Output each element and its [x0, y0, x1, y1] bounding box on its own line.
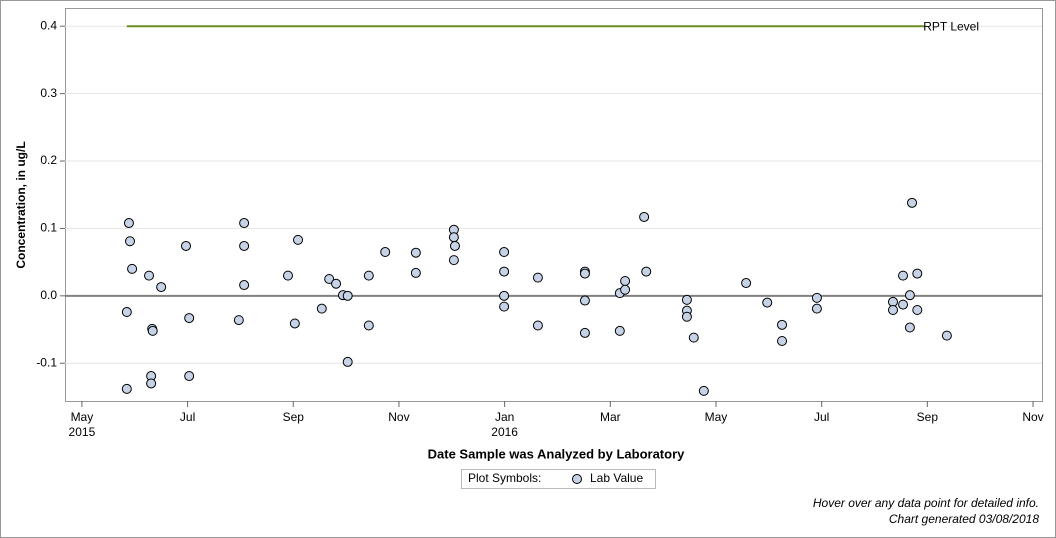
data-point — [147, 325, 158, 336]
legend-label: Lab Value — [590, 471, 643, 485]
data-point — [811, 303, 822, 314]
data-point — [904, 322, 915, 333]
data-point — [614, 325, 625, 336]
data-point — [146, 378, 157, 389]
x-tick-label: Nov — [388, 410, 409, 424]
y-tick-label: 0.3 — [40, 86, 57, 100]
data-point — [811, 292, 822, 303]
data-point — [121, 383, 132, 394]
data-point — [639, 211, 650, 222]
x-tick-label: Nov — [1022, 410, 1043, 424]
data-point — [363, 320, 374, 331]
data-point — [363, 270, 374, 281]
x-axis-label: Date Sample was Analyzed by Laboratory — [428, 446, 685, 461]
data-point — [904, 290, 915, 301]
data-point — [239, 240, 250, 251]
data-point — [121, 307, 132, 318]
data-point — [579, 268, 590, 279]
data-point — [410, 247, 421, 258]
footnote: Hover over any data point for detailed i… — [813, 496, 1039, 510]
data-point — [181, 240, 192, 251]
data-point — [777, 336, 788, 347]
legend — [461, 469, 656, 489]
data-point — [289, 318, 300, 329]
data-point — [898, 270, 909, 281]
plot-area — [65, 8, 1043, 402]
x-tick-label: May 2015 — [69, 410, 96, 439]
data-point — [342, 356, 353, 367]
data-point — [123, 218, 134, 229]
data-point — [342, 290, 353, 301]
data-point — [184, 371, 195, 382]
data-point — [124, 236, 135, 247]
data-point — [331, 278, 342, 289]
y-tick-label: -0.1 — [36, 355, 57, 369]
data-point — [681, 294, 692, 305]
legend-title: Plot Symbols: — [468, 471, 541, 485]
x-tick-label: Sep — [283, 410, 305, 424]
data-point — [448, 232, 459, 243]
data-point — [184, 313, 195, 324]
data-point — [499, 247, 510, 258]
footnote: Chart generated 03/08/2018 — [889, 512, 1039, 526]
data-point — [579, 295, 590, 306]
reference-label: RPT Level — [923, 19, 979, 33]
x-tick-label: Mar — [600, 410, 621, 424]
data-point — [698, 385, 709, 396]
data-point — [499, 290, 510, 301]
data-point — [777, 319, 788, 330]
data-point — [144, 270, 155, 281]
data-point — [887, 304, 898, 315]
data-point — [532, 272, 543, 283]
data-point — [641, 266, 652, 277]
data-point — [239, 218, 250, 229]
data-point — [233, 315, 244, 326]
data-point — [239, 280, 250, 291]
y-tick-label: 0.2 — [40, 153, 57, 167]
data-point — [579, 327, 590, 338]
data-point — [156, 282, 167, 293]
x-tick-label: Sep — [917, 410, 939, 424]
y-tick-label: 0.0 — [40, 288, 57, 302]
data-point — [449, 240, 460, 251]
data-point — [907, 197, 918, 208]
y-tick-label: 0.4 — [40, 18, 57, 32]
data-point — [912, 268, 923, 279]
legend-symbol — [572, 474, 582, 484]
data-point — [282, 270, 293, 281]
data-point — [293, 234, 304, 245]
data-point — [499, 301, 510, 312]
data-point — [448, 255, 459, 266]
data-point — [410, 267, 421, 278]
y-tick-label: 0.1 — [40, 221, 57, 235]
x-tick-label: Jul — [814, 410, 829, 424]
y-axis-label: Concentration, in ug/L — [14, 141, 28, 268]
data-point — [762, 297, 773, 308]
data-point — [532, 320, 543, 331]
data-point — [620, 276, 631, 287]
data-point — [688, 332, 699, 343]
x-tick-label: May — [705, 410, 728, 424]
data-point — [324, 273, 335, 284]
data-point — [127, 263, 138, 274]
data-point — [681, 311, 692, 322]
data-point — [912, 304, 923, 315]
data-point — [499, 266, 510, 277]
data-point — [941, 330, 952, 341]
data-point — [316, 303, 327, 314]
data-point — [741, 278, 752, 289]
data-point — [380, 247, 391, 258]
x-tick-label: Jul — [180, 410, 195, 424]
data-point — [898, 299, 909, 310]
x-tick-label: Jan 2016 — [491, 410, 518, 439]
data-point — [620, 284, 631, 295]
